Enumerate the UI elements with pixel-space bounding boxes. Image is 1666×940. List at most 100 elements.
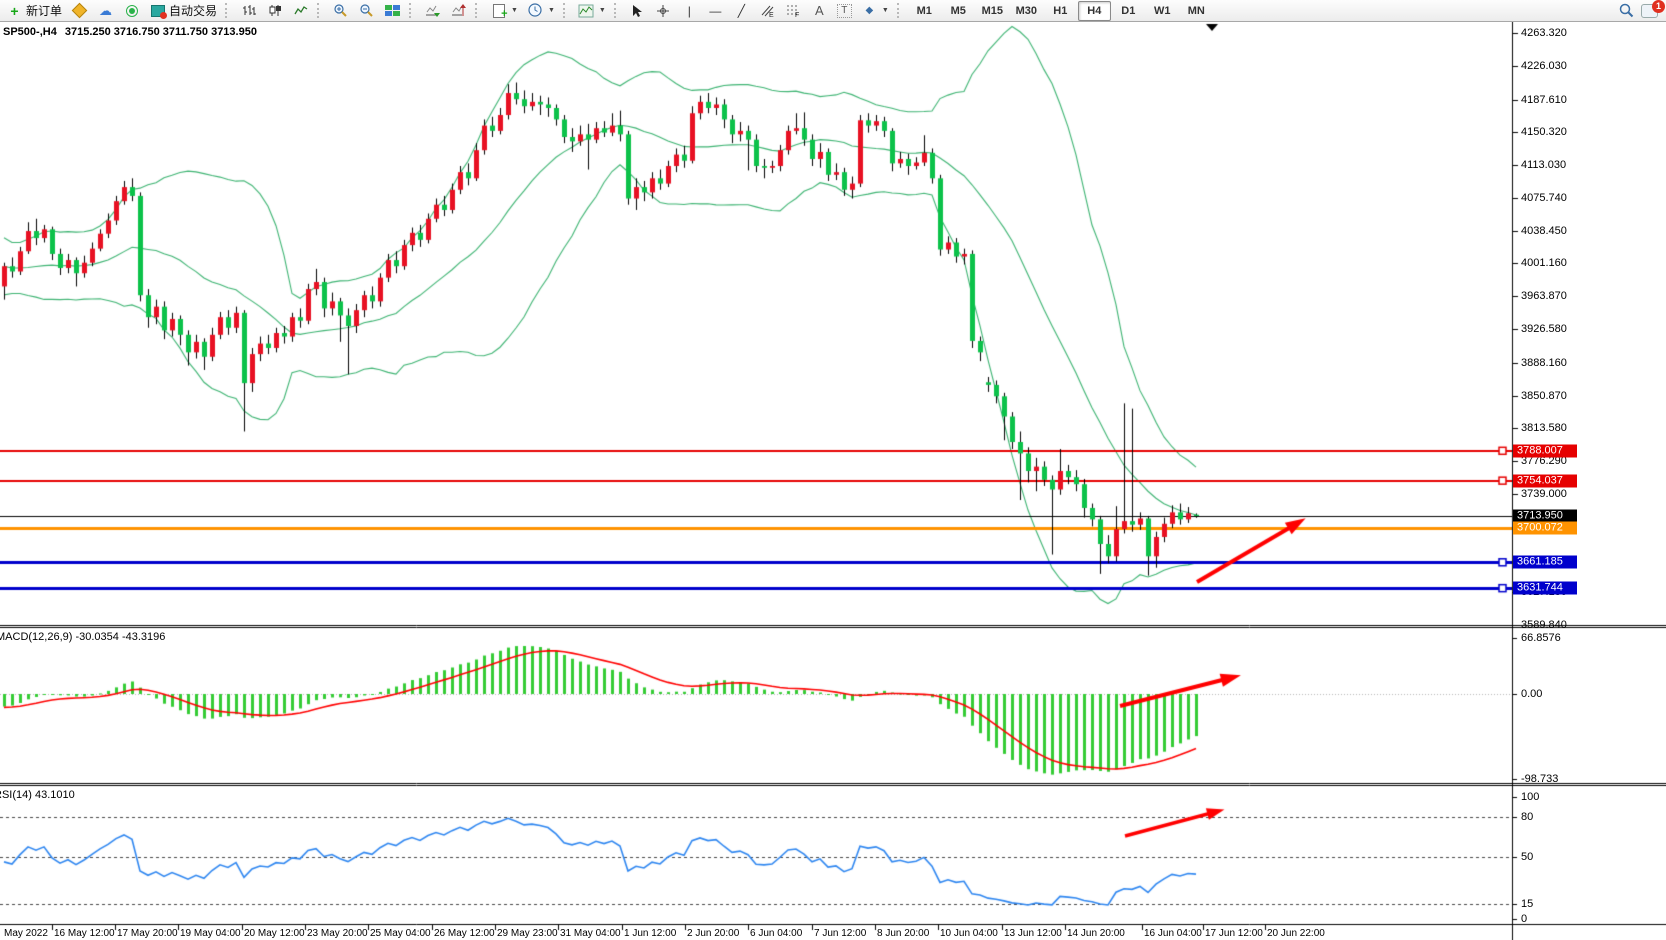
indicator-axis-tick: 80 — [1521, 811, 1534, 823]
crosshair-button[interactable] — [651, 0, 676, 22]
cursor-icon — [629, 2, 646, 19]
indicator-axis-tick: 66.8576 — [1521, 632, 1561, 644]
time-axis-label: 2 Jun 20:00 — [687, 928, 740, 939]
shapes-icon: ◆ — [865, 4, 874, 16]
price-axis-tick: 3926.580 — [1521, 323, 1567, 335]
indicators-button[interactable]: ▼ — [574, 0, 610, 22]
toolbar-grip — [317, 3, 323, 18]
price-axis-tick: 4150.320 — [1521, 126, 1567, 139]
time-axis-label: 6 Jun 04:00 — [750, 928, 803, 939]
chat-button[interactable]: 1 — [1641, 0, 1665, 18]
timeframe-button-m5[interactable]: M5 — [950, 4, 966, 17]
profiles-caret-icon: ▼ — [547, 7, 555, 14]
price-axis-tick: 3589.840 — [1521, 619, 1567, 631]
price-level-badge: 3631.744 — [1513, 581, 1577, 595]
profiles-clock-icon — [527, 2, 544, 19]
new-chart-caret-icon: ▼ — [511, 7, 518, 14]
signals-icon — [123, 2, 140, 19]
history-center-button[interactable] — [67, 0, 92, 22]
timeframe-button-m15[interactable]: M15 — [981, 4, 1003, 17]
chart-symbol-period: SP500-,H4 — [3, 26, 57, 38]
equidistant-channel-button[interactable]: E — [755, 0, 780, 22]
price-axis-tick: 3776.290 — [1521, 455, 1567, 468]
time-axis-label: 16 May 12:00 — [54, 928, 115, 939]
price-level-badge: 3713.950 — [1513, 509, 1577, 523]
auto-scroll-button[interactable] — [420, 0, 445, 22]
time-axis-label: 26 May 12:00 — [434, 928, 495, 939]
time-axis-label: 17 Jun 12:00 — [1205, 928, 1263, 939]
shapes-caret-icon: ▼ — [881, 7, 889, 14]
price-axis-tick: 4263.320 — [1521, 27, 1567, 39]
time-axis-label: 25 May 04:00 — [370, 928, 431, 939]
new-chart-button[interactable]: + ▼ — [486, 0, 522, 22]
indicators-caret-icon: ▼ — [598, 7, 606, 14]
shapes-button[interactable]: ◆ ▼ — [857, 0, 893, 22]
text-label-icon: T — [836, 3, 852, 18]
timeframe-group: M1 M5 M15 M30 H1 H4 D1 W1 MN — [908, 0, 1213, 21]
horizontal-line-button[interactable]: — — [703, 0, 728, 22]
chart-shift-icon — [450, 2, 467, 19]
timeframe-button-m30[interactable]: M30 — [1015, 4, 1037, 17]
indicator-axis-tick: 50 — [1521, 851, 1534, 863]
tile-windows-button[interactable] — [380, 0, 405, 22]
time-axis-label: 14 Jun 20:00 — [1067, 928, 1125, 939]
time-axis-label: 17 May 20:00 — [117, 928, 178, 939]
indicator-axis-tick: 100 — [1521, 791, 1540, 803]
fibonacci-button[interactable]: F — [781, 0, 806, 22]
timeframe-button-w1[interactable]: W1 — [1154, 4, 1171, 17]
price-level-badge: 3754.037 — [1513, 474, 1577, 488]
signals-button[interactable] — [119, 0, 144, 22]
time-axis-label: 20 Jun 22:00 — [1267, 928, 1325, 939]
history-center-icon — [71, 2, 88, 19]
timeframe-button-d1[interactable]: D1 — [1121, 4, 1136, 17]
vertical-line-button[interactable]: | — [677, 0, 702, 22]
timeframe-button-h1[interactable]: H1 — [1053, 4, 1068, 17]
line-chart-button[interactable] — [288, 0, 313, 22]
text-button[interactable]: A — [807, 0, 832, 22]
time-axis-label: 7 Jun 12:00 — [814, 928, 867, 939]
bar-chart-button[interactable] — [236, 0, 261, 22]
bar-chart-icon — [240, 2, 257, 19]
chart-title: SP500-,H4 3715.250 3716.750 3711.750 371… — [3, 26, 257, 38]
chart-ohlc-values: 3715.250 3716.750 3711.750 3713.950 — [64, 26, 257, 38]
price-axis-tick: 3963.870 — [1521, 290, 1567, 303]
toolbar-grip — [896, 3, 903, 18]
community-button[interactable]: ☁ — [93, 0, 118, 22]
indicator-axis-tick: 15 — [1521, 898, 1534, 910]
autotrading-button[interactable]: 自动交易 — [145, 0, 221, 22]
time-axis-label: 20 May 12:00 — [244, 928, 305, 939]
price-chart-canvas[interactable] — [0, 22, 1666, 940]
cursor-button[interactable] — [625, 0, 650, 22]
macd-indicator-label: MACD(12,26,9) -30.0354 -43.3196 — [0, 631, 166, 643]
toolbar-grip — [225, 3, 231, 18]
text-icon: A — [815, 3, 824, 18]
price-axis-tick: 3888.160 — [1521, 356, 1567, 369]
candlestick-chart-button[interactable] — [262, 0, 287, 22]
toolbar-grip — [409, 3, 415, 18]
trendline-button[interactable]: ╱ — [729, 0, 754, 22]
time-axis-label: 29 May 23:00 — [497, 928, 558, 939]
price-axis-tick: 4001.160 — [1521, 257, 1567, 270]
price-axis-tick: 4226.030 — [1521, 59, 1567, 72]
time-axis-label: 1 Jun 12:00 — [624, 928, 677, 939]
toolbar: + 新订单 ☁ 自动交易 + ▼ ▼ — [0, 0, 1666, 22]
timeframe-button-h4[interactable]: H4 — [1077, 0, 1111, 21]
zoom-in-icon — [332, 2, 349, 19]
notification-badge: 1 — [1652, 0, 1665, 13]
text-label-button[interactable]: T — [833, 0, 856, 22]
search-icon[interactable] — [1618, 2, 1635, 19]
price-level-badge: 3700.072 — [1513, 521, 1577, 535]
new-order-button[interactable]: + 新订单 — [2, 0, 66, 22]
price-axis-tick: 4187.610 — [1521, 93, 1567, 106]
zoom-in-button[interactable] — [328, 0, 353, 22]
price-axis-tick: 3739.000 — [1521, 487, 1567, 500]
horizontal-line-icon: — — [709, 3, 722, 18]
zoom-out-button[interactable] — [354, 0, 379, 22]
profiles-button[interactable]: ▼ — [523, 0, 559, 22]
time-axis-label: 23 May 20:00 — [307, 928, 368, 939]
timeframe-button-m1[interactable]: M1 — [916, 4, 932, 17]
indicators-icon — [578, 2, 595, 19]
chart-shift-button[interactable] — [446, 0, 471, 22]
price-level-badge: 3661.185 — [1513, 555, 1577, 569]
timeframe-button-mn[interactable]: MN — [1187, 4, 1205, 17]
